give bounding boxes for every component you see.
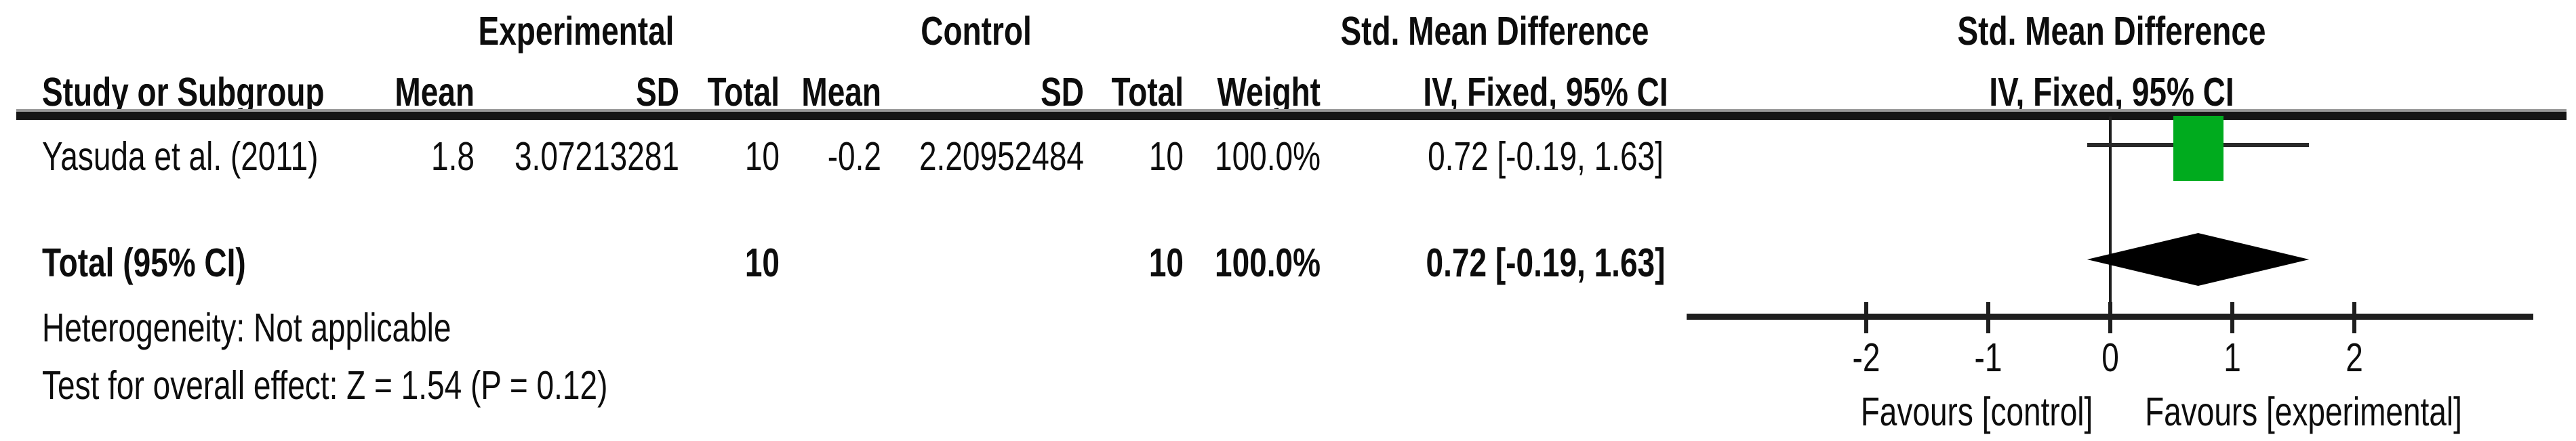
col-header-weight: Weight [1217,68,1321,114]
study-row-ci-value: 0.72 [-0.19, 1.63] [1428,133,1664,179]
col-header-sd-control: SD [1041,68,1084,114]
header-rule [16,112,2567,120]
col-header-study: Study or Subgroup [42,68,325,114]
study-row-mean-control: -0.2 [827,133,881,179]
axis-tick [2352,302,2356,333]
study-row-total-control: 10 [1148,133,1184,179]
total-row-total-experimental: 10 [744,239,780,285]
study-row-sd-control: 2.20952484 [919,133,1084,179]
col-header-ci-text-column: IV, Fixed, 95% CI [1423,68,1668,114]
study-row-weight: 100.0% [1214,133,1321,179]
total-diamond [2087,233,2310,286]
overall-effect-text: Test for overall effect: Z = 1.54 (P = 0… [42,362,608,408]
favours-control-label: Favours [control] [1860,388,2093,434]
axis-tick [2108,302,2112,333]
group-header-smd-plot-column: Std. Mean Difference [1957,7,2266,54]
col-header-ci-plot-column: IV, Fixed, 95% CI [1989,68,2234,114]
header-rule-shadow [16,109,2567,112]
zero-line [2109,117,2112,320]
total-row-ci-value: 0.72 [-0.19, 1.63] [1426,239,1666,285]
axis-tick-label: 0 [2101,334,2119,380]
total-row-weight: 100.0% [1214,239,1321,285]
col-header-sd-experimental: SD [636,68,679,114]
favours-experimental-label: Favours [experimental] [2145,388,2462,434]
study-row-total-experimental: 10 [744,133,780,179]
axis-tick-label: 1 [2223,334,2241,380]
axis-tick-label: 2 [2346,334,2363,380]
study-weight-marker [2173,116,2223,181]
col-header-total-control: Total [1111,68,1184,114]
axis-tick-label: -2 [1852,334,1880,380]
study-row-mean-experimental: 1.8 [431,133,475,179]
total-row-label: Total (95% CI) [42,239,246,285]
col-header-mean-experimental: Mean [395,68,475,114]
study-row-sd-experimental: 3.07213281 [514,133,679,179]
axis-tick-label: -1 [1974,334,2003,380]
group-header-control: Control [921,7,1032,54]
total-row-total-control: 10 [1148,239,1184,285]
axis-tick [1986,302,1990,333]
axis-tick [1864,302,1868,333]
group-header-smd-text-column: Std. Mean Difference [1340,7,1649,54]
heterogeneity-text: Heterogeneity: Not applicable [42,304,451,350]
col-header-mean-control: Mean [801,68,881,114]
axis-tick [2230,302,2234,333]
group-header-experimental: Experimental [478,7,675,54]
study-row-name: Yasuda et al. (2011) [42,133,319,179]
col-header-total-experimental: Total [707,68,780,114]
